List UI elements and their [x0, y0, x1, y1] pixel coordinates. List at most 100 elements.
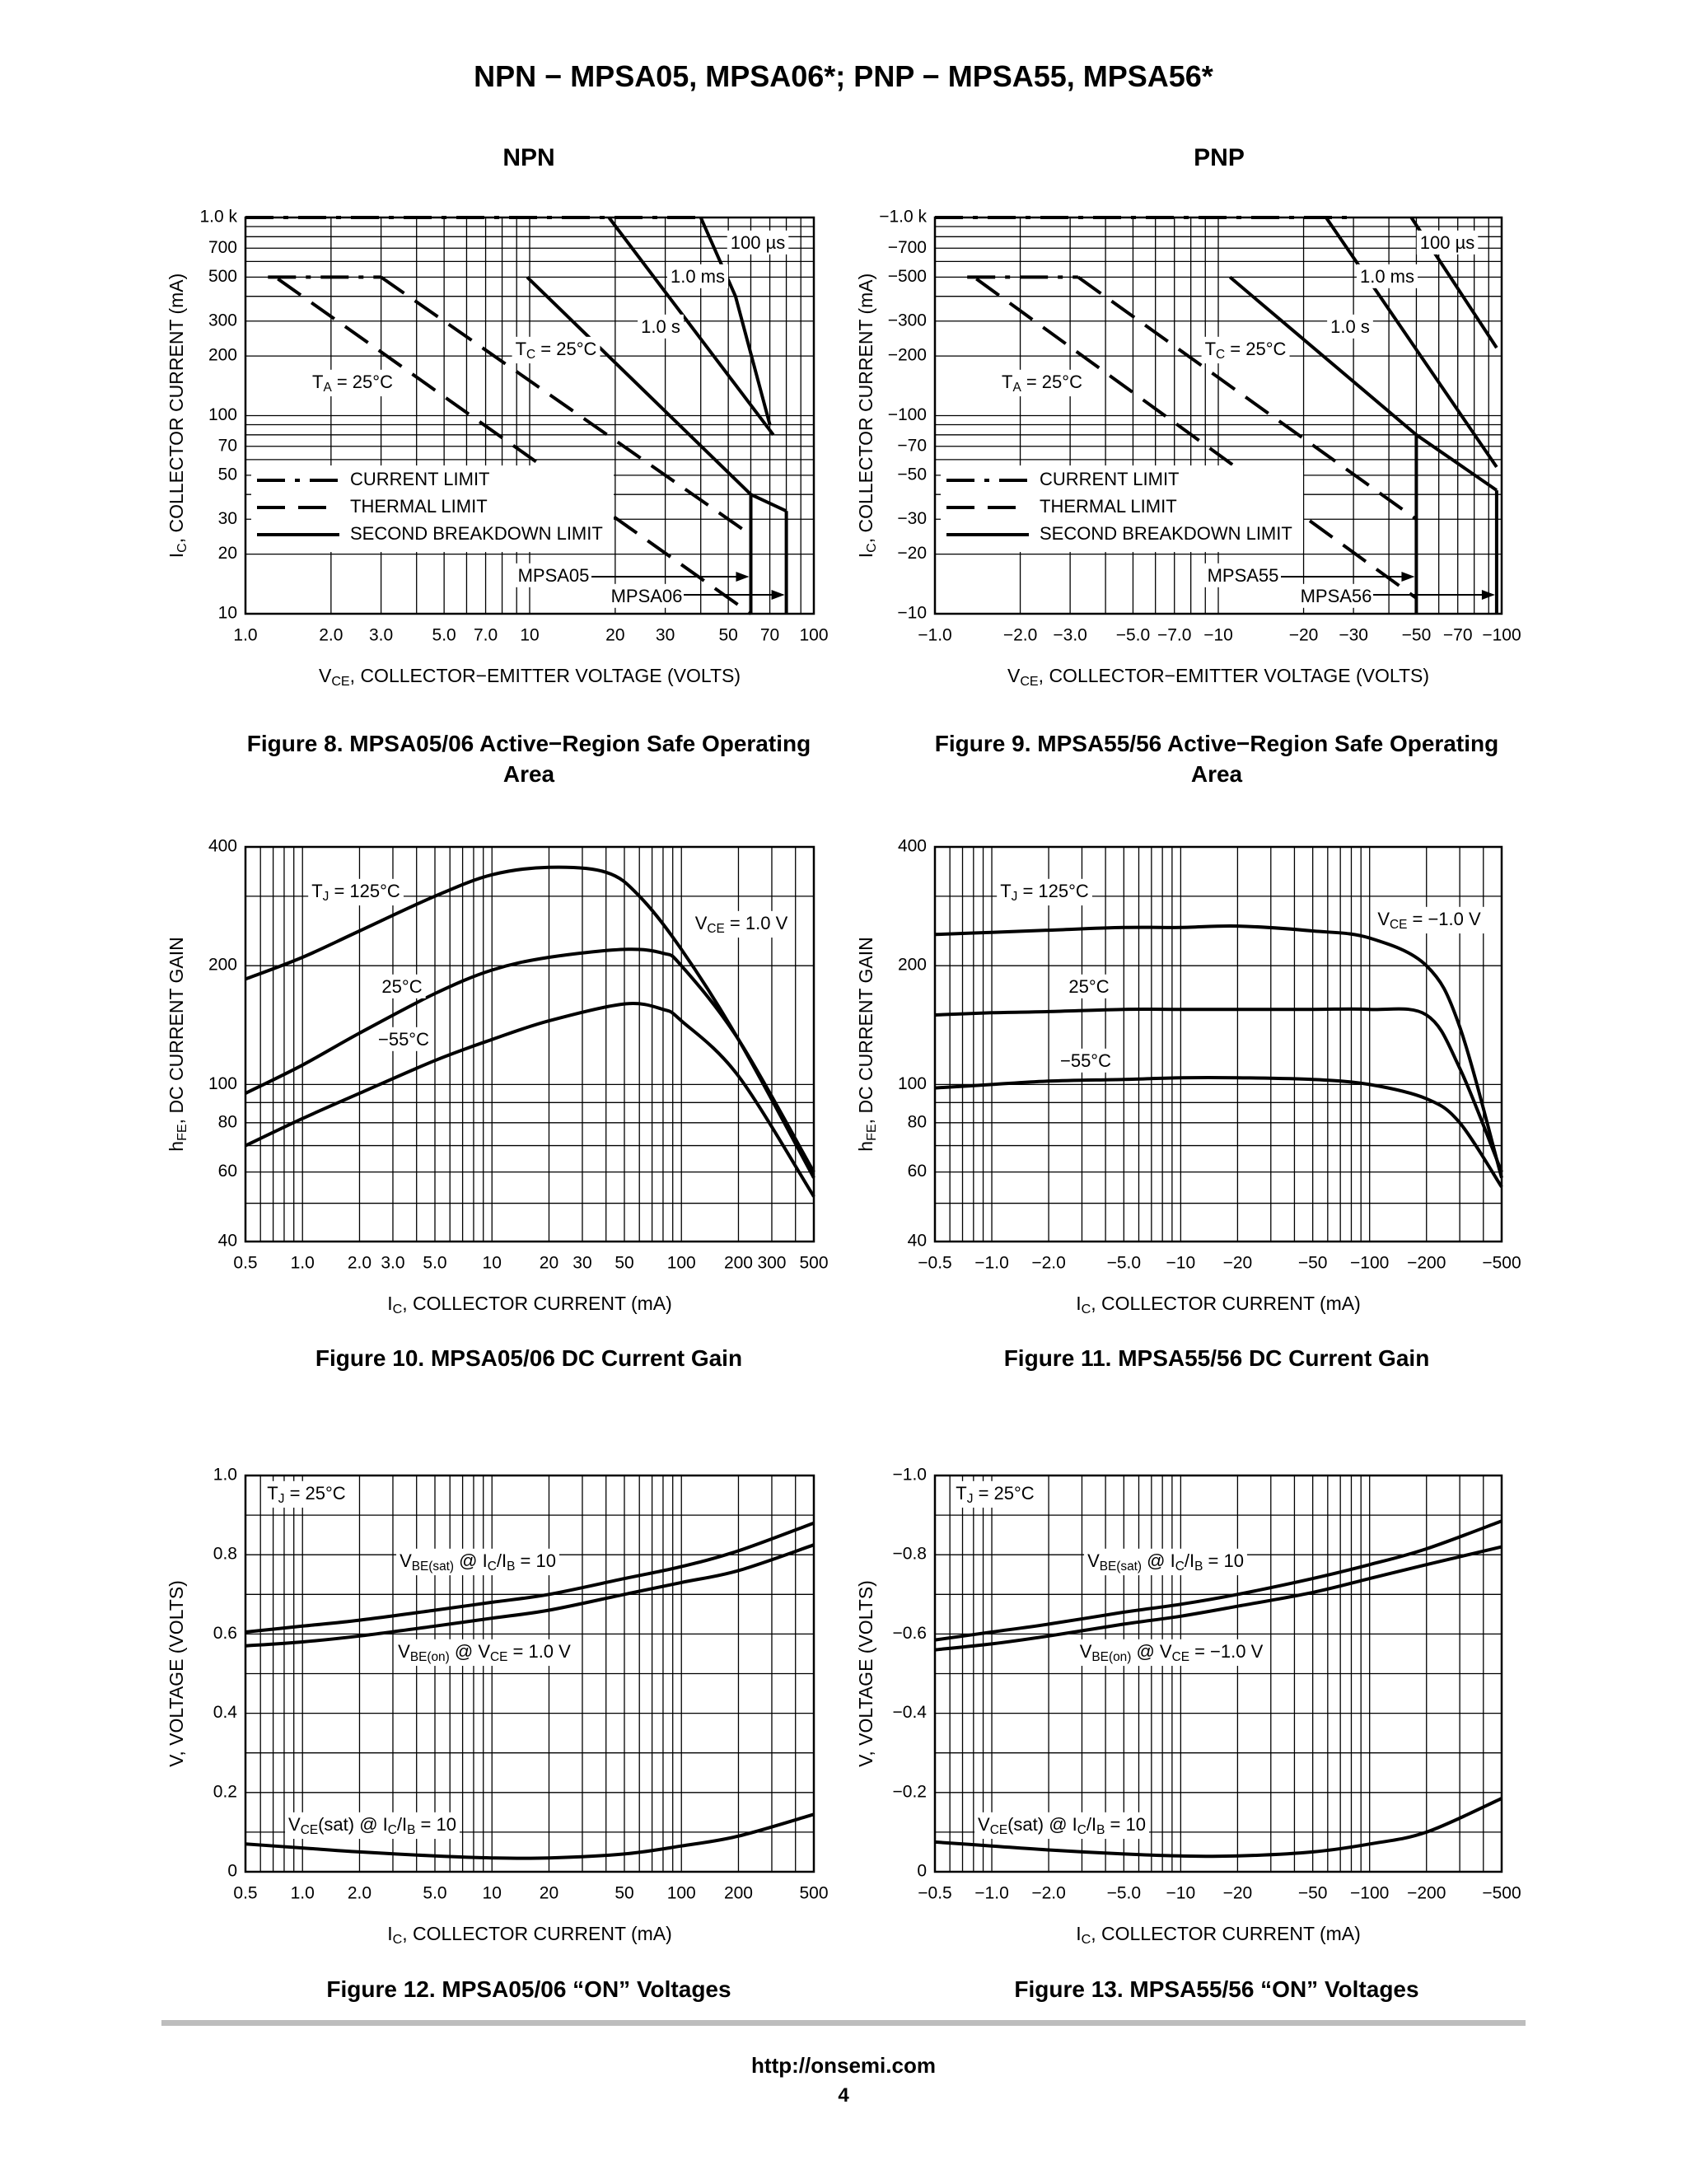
x-tick-label: −10: [1203, 626, 1233, 645]
legend-label: THERMAL LIMIT: [1040, 496, 1177, 517]
text-run: (sat) @: [1007, 1814, 1072, 1835]
y-tick-label: 30: [218, 509, 237, 528]
legend-label: CURRENT LIMIT: [350, 469, 490, 489]
label-tj: TJ​ = 125°C: [997, 878, 1092, 906]
label-vce-bg: [691, 910, 792, 938]
text-run: = 125°C: [1017, 881, 1089, 901]
legend-label: SECOND BREAKDOWN LIMIT: [350, 523, 603, 544]
x-axis-title: IC​, COLLECTOR CURRENT (mA): [1076, 1293, 1361, 1316]
text-run: , COLLECTOR CURRENT (mA): [855, 274, 876, 544]
series-line: [934, 1075, 1503, 1188]
text-run: V: [978, 1814, 990, 1835]
subscript: C: [1082, 1302, 1091, 1316]
label-minus55c: −55°C: [1056, 1048, 1115, 1073]
subscript: C: [175, 543, 189, 553]
subscript: C: [388, 1823, 397, 1837]
x-tick-label: −70: [1443, 626, 1473, 645]
text-run: I: [1189, 1550, 1194, 1571]
text-run: T: [1002, 372, 1012, 392]
text-run: V: [1160, 1641, 1172, 1662]
label-vce-text: VCE​ = 1.0 V: [695, 913, 788, 936]
series-line: [1077, 275, 1418, 521]
subscript: A: [1012, 381, 1021, 395]
y-tick-label: 400: [898, 837, 927, 856]
figure-10-caption: Figure 10. MPSA05/06 DC Current Gain: [315, 1345, 743, 1371]
text-run: 25°C: [381, 976, 422, 997]
x-tick-label: −1.0: [918, 626, 951, 645]
label-ta-text: TA​ = 25°C: [312, 372, 393, 395]
y-axis-title: V, VOLTAGE (VOLTS): [166, 1580, 187, 1767]
label-1s-bg: [638, 314, 684, 339]
y-tick-label: −50: [897, 465, 927, 484]
text-run: I: [166, 553, 187, 558]
x-tick-label: 0.5: [233, 1884, 257, 1903]
label-vbesat: VBE(sat)​ @ IC​/IB​ = 10: [396, 1548, 559, 1576]
label-1s-text: 1.0 s: [641, 316, 680, 337]
label-device-2-bg: [607, 583, 686, 608]
y-tick-label: 100: [898, 1074, 927, 1093]
figure-8-caption: Figure 8. MPSA05/06 Active−Region Safe O…: [246, 731, 811, 787]
x-tick-label: −50: [1298, 1884, 1328, 1903]
label-tj-bg: [997, 878, 1092, 906]
label-ta-bg: [309, 369, 397, 397]
device-2-arrow: [1481, 590, 1495, 600]
subscript: C: [1082, 1932, 1091, 1947]
label-1ms: 1.0 ms: [666, 264, 729, 288]
y-tick-label: −0.6: [893, 1624, 927, 1643]
label-device-2-text: MPSA56: [1301, 586, 1372, 606]
y-tick-label: 10: [218, 604, 237, 623]
x-tick-label: 3.0: [381, 1254, 404, 1273]
label-vbeon-text: VBE(on)​ @ VCE​ = −1.0 V: [1080, 1641, 1264, 1664]
text-run: , COLLECTOR CURRENT (mA): [1091, 1293, 1361, 1314]
label-vcesat-bg: [285, 1812, 460, 1840]
text-run: = 25°C: [535, 339, 596, 359]
x-axis-title: VCE​, COLLECTOR−EMITTER VOLTAGE (VOLTS): [319, 665, 741, 689]
label-vcesat-text: VCE​(sat) @ IC​/IB​ = 10: [288, 1814, 456, 1837]
y-tick-label: 100: [208, 405, 237, 424]
device-1-arrow: [1401, 572, 1415, 582]
label-1ms-bg: [666, 264, 729, 288]
x-tick-label: −50: [1402, 626, 1432, 645]
text-run: −55°C: [1060, 1050, 1111, 1071]
text-run: V: [695, 913, 708, 933]
label-ta-bg: [998, 369, 1087, 397]
text-run: 25°C: [1068, 976, 1109, 997]
text-run: −55°C: [378, 1029, 429, 1050]
subscript: CE: [1390, 918, 1407, 932]
device-1-arrow: [736, 572, 750, 582]
x-tick-label: −200: [1407, 1884, 1446, 1903]
label-tj: TJ​ = 25°C: [952, 1480, 1038, 1508]
text-run: V: [398, 1641, 410, 1662]
text-run: /: [497, 1550, 502, 1571]
text-run: V: [1377, 909, 1390, 929]
label-vbesat-text: VBE(sat)​ @ IC​/IB​ = 10: [400, 1550, 556, 1574]
y-axis-title: IC​, COLLECTOR CURRENT (mA): [166, 274, 189, 559]
y-tick-label: −20: [897, 544, 927, 563]
x-tick-label: 1.0: [233, 626, 257, 645]
label-ta: TA​ = 25°C: [309, 369, 397, 397]
text-run: , DC CURRENT GAIN: [855, 937, 876, 1124]
x-tick-label: 5.0: [432, 626, 456, 645]
legend-label: THERMAL LIMIT: [350, 496, 488, 517]
text-run: V, VOLTAGE (VOLTS): [166, 1580, 187, 1767]
text-run: , DC CURRENT GAIN: [166, 937, 187, 1124]
subscript: J: [278, 1492, 285, 1506]
text-run: , COLLECTOR CURRENT (mA): [1091, 1923, 1361, 1944]
y-tick-label: −0.2: [893, 1782, 927, 1801]
label-minus55c-bg: [1056, 1048, 1115, 1073]
label-vbesat: VBE(sat)​ @ IC​/IB​ = 10: [1084, 1548, 1247, 1576]
label-vbeon-bg: [395, 1639, 575, 1667]
label-1ms: 1.0 ms: [1356, 264, 1418, 288]
x-tick-label: 50: [718, 626, 737, 645]
x-tick-label: 5.0: [423, 1254, 446, 1273]
label-1s: 1.0 s: [1327, 314, 1373, 339]
figure-13-caption: Figure 13. MPSA55/56 “ON” Voltages: [1014, 1976, 1419, 2002]
x-tick-label: 0.5: [233, 1254, 257, 1273]
x-axis-title: IC​, COLLECTOR CURRENT (mA): [1076, 1923, 1361, 1947]
subscript: C: [526, 348, 535, 362]
series-line: [245, 1812, 815, 1860]
label-tc-text: TC​ = 25°C: [1205, 339, 1287, 362]
label-minus55c-text: −55°C: [1060, 1050, 1111, 1071]
x-axis-title: IC​, COLLECTOR CURRENT (mA): [387, 1293, 672, 1316]
